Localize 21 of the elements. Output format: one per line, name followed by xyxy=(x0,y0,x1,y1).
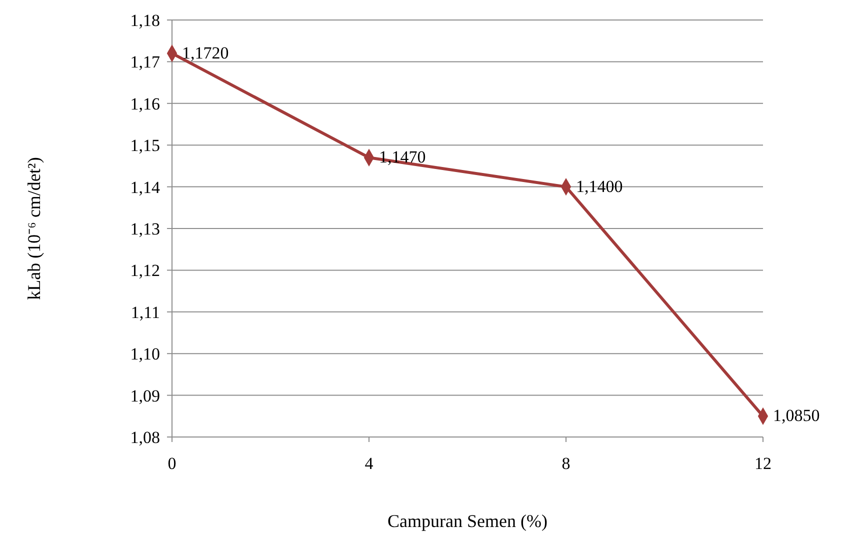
y-tick-label: 1,12 xyxy=(130,261,160,280)
y-tick-label: 1,17 xyxy=(130,52,160,72)
y-tick-label: 1,08 xyxy=(130,428,160,447)
data-label: 1,1400 xyxy=(576,176,623,196)
y-tick-label: 1,09 xyxy=(130,386,160,406)
y-tick-label: 1,10 xyxy=(130,344,160,364)
y-tick-label: 1,18 xyxy=(130,10,160,30)
y-tick-label: 1,11 xyxy=(130,302,160,322)
data-label: 1,0850 xyxy=(773,406,820,426)
y-axis-title: kLab (10⁻⁶ cm/det²) xyxy=(24,157,44,300)
y-tick-label: 1,14 xyxy=(130,178,160,197)
x-tick-label: 8 xyxy=(562,454,570,473)
y-tick-label: 1,16 xyxy=(130,94,160,114)
y-tick-label: 1,15 xyxy=(130,136,160,156)
data-label: 1,1720 xyxy=(182,43,229,62)
x-tick-label: 0 xyxy=(168,454,176,473)
x-tick-label: 4 xyxy=(364,454,374,473)
y-tick-label: 1,13 xyxy=(130,219,160,238)
x-tick-label: 12 xyxy=(754,454,772,473)
x-axis-title: Campuran Semen (%) xyxy=(388,511,548,531)
data-label: 1,1470 xyxy=(379,148,426,167)
